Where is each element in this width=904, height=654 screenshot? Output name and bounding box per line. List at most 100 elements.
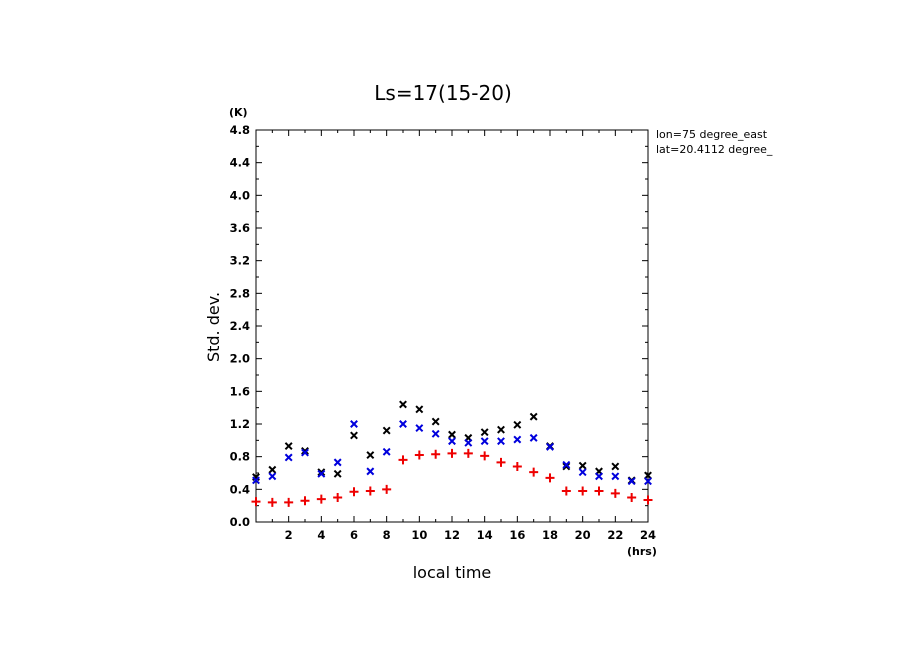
- plus-marker: [251, 497, 261, 507]
- x-tick-label: 20: [575, 528, 591, 542]
- y-tick-label: 0.8: [230, 450, 250, 464]
- plus-marker: [529, 467, 539, 477]
- x-marker: [562, 462, 571, 471]
- y-tick-label: 3.2: [230, 254, 250, 268]
- x-tick-label: 10: [411, 528, 427, 542]
- y-tick-label: 4.0: [230, 188, 250, 202]
- annotation-lat: lat=20.4112 degree_: [656, 143, 773, 156]
- y-tick-label: 4.8: [230, 123, 250, 137]
- chart-title: Ls=17(15-20): [374, 81, 512, 105]
- y-tick-label: 0.0: [230, 515, 250, 529]
- x-marker: [333, 469, 342, 478]
- x-tick-label: 2: [285, 528, 293, 542]
- plus-marker: [447, 448, 457, 458]
- series-1: [252, 420, 652, 486]
- plus-marker: [496, 457, 506, 467]
- x-marker: [252, 476, 260, 485]
- x-marker: [448, 437, 456, 446]
- plus-marker: [643, 495, 653, 505]
- plus-marker: [480, 451, 490, 461]
- plot-frame: [255, 129, 649, 523]
- plus-marker: [545, 473, 555, 483]
- x-marker: [464, 438, 473, 447]
- x-marker: [480, 437, 489, 446]
- x-marker: [415, 424, 424, 433]
- plus-marker: [610, 488, 620, 498]
- x-marker: [317, 468, 326, 477]
- x-unit-label: (hrs): [627, 545, 657, 558]
- y-tick-label: 3.6: [230, 221, 250, 235]
- y-tick-label: 2.4: [230, 319, 250, 333]
- x-marker: [350, 431, 358, 440]
- y-tick-label: 1.6: [230, 384, 250, 398]
- x-marker: [301, 447, 309, 455]
- series-2: [251, 448, 653, 507]
- x-marker: [333, 458, 342, 467]
- x-tick-labels: 2 4 6 8 10 12 14 16 18 20 22 24: [285, 528, 656, 542]
- plus-marker: [284, 497, 294, 507]
- x-marker: [480, 428, 489, 437]
- x-marker: [350, 420, 358, 428]
- plus-marker: [267, 497, 277, 507]
- x-marker: [595, 472, 603, 481]
- plus-marker: [300, 496, 310, 506]
- y-tick-label: 2.0: [230, 352, 250, 366]
- annotation-lon: lon=75 degree_east: [656, 128, 768, 141]
- x-marker: [513, 420, 522, 429]
- plus-marker: [349, 487, 359, 497]
- x-marker: [268, 465, 277, 474]
- plus-marker: [512, 461, 522, 471]
- x-marker: [513, 435, 522, 444]
- x-marker: [366, 451, 375, 459]
- x-axis-label: local time: [413, 563, 492, 582]
- x-tick-label: 24: [640, 528, 656, 542]
- x-marker: [611, 462, 620, 471]
- x-tick-label: 22: [607, 528, 623, 542]
- x-marker: [366, 467, 375, 476]
- x-marker: [382, 447, 391, 456]
- x-marker: [627, 477, 636, 486]
- plus-marker: [627, 493, 637, 502]
- x-marker: [284, 442, 293, 450]
- y-tick-label: 1.2: [230, 417, 250, 431]
- y-tick-label: 4.4: [230, 156, 250, 170]
- x-marker: [268, 472, 277, 481]
- y-tick-labels: 0.0 0.4 0.8 1.2 1.6 2.0 2.4 2.8 3.2 3.6 4.0 4.4 4.8: [230, 123, 250, 529]
- x-marker: [301, 448, 309, 457]
- plus-marker: [463, 448, 473, 458]
- y-axis-label: Std. dev.: [204, 292, 223, 362]
- x-tick-label: 4: [317, 528, 325, 542]
- plus-marker: [561, 486, 571, 496]
- x-marker: [448, 430, 456, 439]
- plus-marker: [594, 486, 604, 496]
- x-marker: [317, 469, 326, 478]
- axis-ticks: [255, 129, 649, 523]
- x-marker: [562, 460, 571, 469]
- x-marker: [546, 442, 554, 451]
- x-tick-label: 12: [444, 528, 460, 542]
- x-marker: [415, 405, 424, 414]
- x-marker: [497, 425, 505, 434]
- x-marker: [578, 461, 587, 470]
- data-points: [251, 400, 653, 507]
- x-tick-label: 14: [477, 528, 493, 542]
- x-marker: [611, 472, 620, 481]
- plus-marker: [578, 486, 588, 496]
- plus-marker: [365, 486, 375, 496]
- plus-marker: [316, 494, 326, 504]
- plus-marker: [333, 493, 343, 502]
- plus-marker: [414, 450, 424, 460]
- plus-marker: [382, 484, 392, 494]
- x-marker: [497, 437, 505, 446]
- x-tick-label: 8: [383, 528, 391, 542]
- plus-marker: [431, 449, 441, 459]
- x-tick-label: 16: [509, 528, 525, 542]
- x-tick-label: 6: [350, 528, 358, 542]
- x-marker: [431, 417, 440, 426]
- x-marker: [399, 400, 407, 409]
- x-marker: [529, 412, 538, 421]
- x-marker: [284, 453, 293, 462]
- x-tick-label: 18: [542, 528, 558, 542]
- x-marker: [644, 477, 652, 486]
